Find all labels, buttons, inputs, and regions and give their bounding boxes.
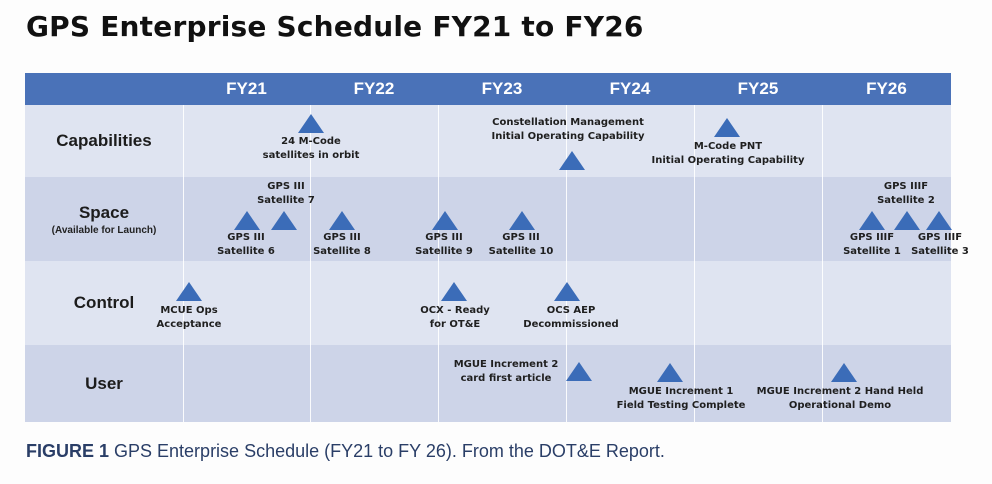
label-line: MGUE Increment 2 Hand Held [756,386,924,397]
milestone-marker-gps3-sat9 [432,211,458,230]
milestone-marker-ocx [441,282,467,301]
caption-label: FIGURE 1 [26,441,110,461]
column-divider [694,105,695,422]
label-line: 24 M-Code [281,136,341,147]
column-divider [438,105,439,422]
label-line: GPS III [425,232,463,243]
milestone-label-gps3-sat6: GPS III Satellite 6 [217,231,275,259]
row-name: Capabilities [56,131,152,150]
column-divider [310,105,311,422]
milestone-marker-mgue-inc2-handheld [831,363,857,382]
column-divider [183,105,184,422]
milestone-label-gps3f-sat2: GPS IIIF Satellite 2 [877,180,935,208]
milestone-marker-mgue-inc1-field [657,363,683,382]
column-divider [822,105,823,422]
milestone-marker-constellation-mgmt [559,151,585,170]
milestone-label-mgue-inc1-field: MGUE Increment 1 Field Testing Complete [617,385,746,413]
milestone-marker-gps3f-sat3 [926,211,952,230]
row-label-space: Space (Available for Launch) [25,177,183,261]
label-line: Field Testing Complete [616,400,746,411]
milestone-marker-gps3-sat10 [509,211,535,230]
label-line: for OT&E [429,319,481,330]
label-line: MGUE Increment 2 [453,359,559,370]
milestone-label-ocs-aep: OCS AEP Decommissioned [523,304,618,332]
column-header-fy22: FY22 [353,79,395,98]
milestone-label-mcue-ops: MCUE Ops Acceptance [157,304,222,332]
label-line: GPS III [227,232,265,243]
milestone-marker-gps3-sat7 [271,211,297,230]
row-control: Control [25,261,951,345]
row-name: User [85,373,123,393]
milestone-marker-mcue-ops [176,282,202,301]
label-line: Satellite 2 [877,195,935,206]
row-label-user: User [25,345,183,422]
label-line: Decommissioned [523,319,619,330]
column-header-fy23: FY23 [481,79,523,98]
row-label-control: Control [25,261,183,345]
row-space: Space (Available for Launch) [25,177,951,261]
label-line: Satellite 3 [911,246,969,257]
label-line: MGUE Increment 1 [628,386,734,397]
milestone-label-gps3-sat7: GPS III Satellite 7 [257,180,315,208]
label-line: Initial Operating Capability [491,131,645,142]
column-header-fy21: FY21 [226,79,267,98]
milestone-label-mgue-inc2-card: MGUE Increment 2 card first article [454,358,559,386]
label-line: satellites in orbit [262,150,360,161]
header-row: FY21 FY22 FY23 FY24 FY25 FY26 [25,73,951,105]
milestone-label-constellation-mgmt: Constellation Management Initial Operati… [492,116,645,144]
column-header-fy26: FY26 [866,79,907,98]
label-line: Constellation Management [492,117,644,128]
row-name: Control [73,293,135,312]
milestone-label-ocx: OCX - Ready for OT&E [420,304,490,332]
milestone-label-gps3-sat9: GPS III Satellite 9 [415,231,473,259]
label-line: Satellite 1 [843,246,901,257]
label-line: OCS AEP [546,305,596,316]
label-line: Satellite 9 [415,246,473,257]
label-line: MCUE Ops [160,305,218,316]
row-user: User [25,345,951,422]
milestone-marker-mcode-pnt [714,118,740,137]
label-line: Satellite 8 [313,246,371,257]
milestone-label-mgue-inc2-handheld: MGUE Increment 2 Hand Held Operational D… [757,385,924,413]
milestone-marker-gps3-sat6 [234,211,260,230]
milestone-label-mcode-pnt: M-Code PNT Initial Operating Capability [652,140,805,168]
milestone-label-gps3f-sat3: GPS IIIF Satellite 3 [911,231,969,259]
milestone-label-24-mcode: 24 M-Code satellites in orbit [263,135,360,163]
label-line: GPS IIIF [883,181,929,192]
schedule-grid: FY21 FY22 FY23 FY24 FY25 FY26 Capabiliti… [25,73,951,422]
milestone-label-gps3-sat10: GPS III Satellite 10 [489,231,554,259]
figure-caption: FIGURE 1 GPS Enterprise Schedule (FY21 t… [26,441,665,462]
label-line: Initial Operating Capability [651,155,805,166]
label-line: card first article [460,373,552,384]
row-name: Space [78,202,130,222]
row-subtitle: (Available for Launch) [51,224,157,236]
label-line: Satellite 7 [257,195,315,206]
label-line: GPS IIIF [917,232,963,243]
milestone-label-gps3f-sat1: GPS IIIF Satellite 1 [843,231,901,259]
page-title: GPS Enterprise Schedule FY21 to FY26 [26,10,644,43]
milestone-marker-24-mcode [298,114,324,133]
label-line: M-Code PNT [693,141,763,152]
milestone-marker-gps3f-sat2 [894,211,920,230]
milestone-marker-ocs-aep [554,282,580,301]
label-line: Satellite 10 [488,246,554,257]
caption-text: GPS Enterprise Schedule (FY21 to FY 26).… [109,441,665,461]
row-capabilities: Capabilities [25,105,951,177]
label-line: Acceptance [156,319,222,330]
milestone-label-gps3-sat8: GPS III Satellite 8 [313,231,371,259]
label-line: GPS III [323,232,361,243]
label-line: GPS III [502,232,540,243]
column-divider [566,105,567,422]
label-line: Satellite 6 [217,246,275,257]
label-line: OCX - Ready [420,305,490,316]
milestone-marker-mgue-inc2-card [566,362,592,381]
milestone-marker-gps3f-sat1 [859,211,885,230]
label-line: GPS III [267,181,305,192]
column-header-fy24: FY24 [609,79,651,98]
column-header-fy25: FY25 [737,79,779,98]
row-label-capabilities: Capabilities [25,105,183,177]
label-line: GPS IIIF [849,232,895,243]
label-line: Operational Demo [788,400,892,411]
milestone-marker-gps3-sat8 [329,211,355,230]
